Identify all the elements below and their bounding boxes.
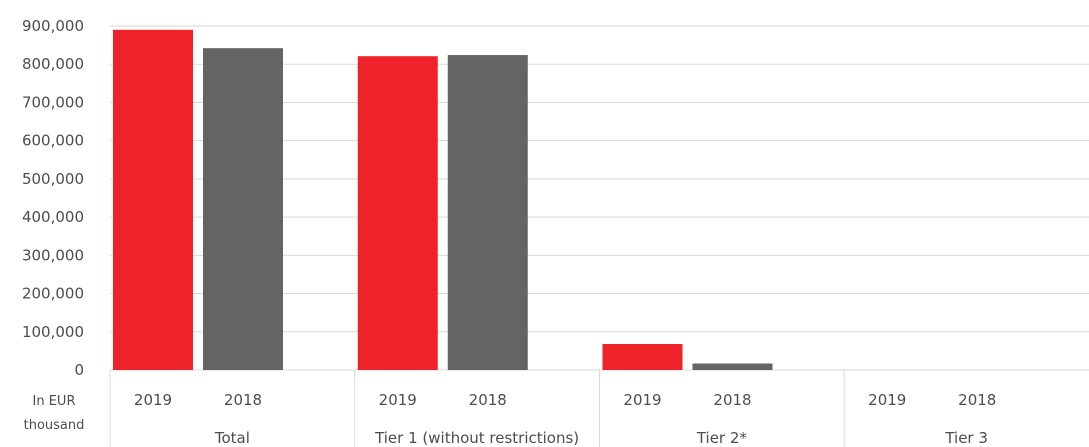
group-label: Tier 2* bbox=[696, 429, 748, 447]
y-axis: 0 100,000 200,000 300,000 400,000 500,000 600,… bbox=[22, 17, 84, 379]
unit-label-line1: In EUR bbox=[33, 394, 76, 409]
y-tick-label: 700,000 bbox=[22, 93, 84, 111]
category-separators bbox=[109, 370, 845, 447]
x-tick-label: 2019 bbox=[134, 391, 172, 409]
bars bbox=[113, 29, 773, 371]
group-label: Tier 1 (without restrictions) bbox=[374, 429, 579, 447]
x-axis: 2019 2018 Total 2019 2018 Tier 1 (without res… bbox=[134, 391, 996, 447]
bar bbox=[447, 55, 528, 370]
x-tick-label: 2018 bbox=[224, 391, 262, 409]
x-tick-label: 2019 bbox=[379, 391, 417, 409]
bar bbox=[113, 29, 193, 370]
x-tick-label: 2019 bbox=[868, 391, 906, 409]
y-tick-label: 800,000 bbox=[22, 55, 84, 73]
x-tick-label: 2018 bbox=[713, 391, 751, 409]
y-tick-label: 300,000 bbox=[22, 246, 84, 264]
y-tick-label: 0 bbox=[74, 361, 84, 379]
y-tick-label: 400,000 bbox=[22, 208, 84, 226]
y-tick-label: 200,000 bbox=[22, 285, 84, 303]
x-tick-label: 2019 bbox=[623, 391, 661, 409]
y-tick-label: 600,000 bbox=[22, 132, 84, 150]
y-tick-label: 900,000 bbox=[22, 17, 84, 35]
bar bbox=[602, 344, 683, 370]
group-label: Tier 3 bbox=[944, 429, 988, 447]
x-tick-label: 2018 bbox=[958, 391, 996, 409]
bar bbox=[692, 363, 773, 370]
unit-label-line2: thousand bbox=[24, 418, 85, 433]
bar bbox=[203, 48, 283, 371]
y-tick-label: 100,000 bbox=[22, 323, 84, 341]
group-label: Total bbox=[214, 429, 250, 447]
y-tick-label: 500,000 bbox=[22, 170, 84, 188]
bar bbox=[357, 56, 438, 370]
x-tick-label: 2018 bbox=[469, 391, 507, 409]
